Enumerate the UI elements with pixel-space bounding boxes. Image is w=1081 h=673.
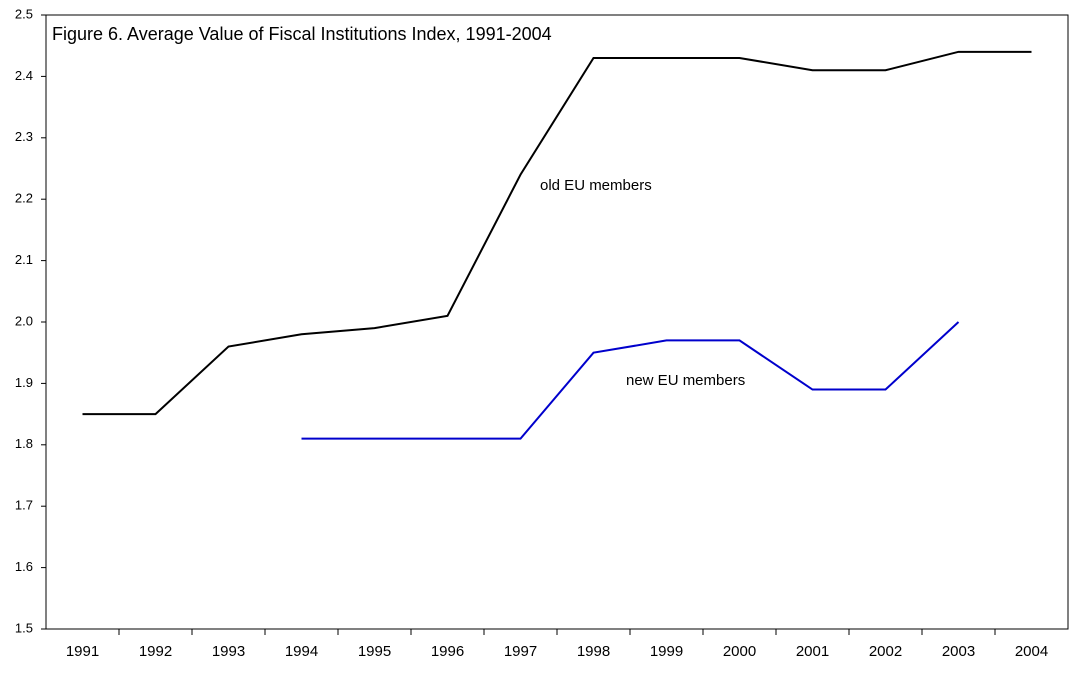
series-line [301, 321, 960, 440]
y-tick-label: 2.0 [15, 313, 33, 328]
y-tick-label: 1.9 [15, 375, 33, 390]
y-tick-label: 2.5 [15, 6, 33, 21]
y-tick-label: 2.2 [15, 191, 33, 206]
series-line [82, 50, 1032, 416]
y-tick-label: 2.3 [15, 129, 33, 144]
y-tick-label: 1.8 [15, 436, 33, 451]
series-label: old EU members [540, 177, 652, 194]
x-tick-label: 1999 [650, 643, 683, 660]
x-tick-label: 1996 [431, 643, 464, 660]
x-tick-label: 2003 [942, 643, 975, 660]
y-tick-label: 1.6 [15, 559, 33, 574]
y-tick-label: 2.1 [15, 252, 33, 267]
y-tick-label: 1.7 [15, 498, 33, 513]
x-tick-label: 2001 [796, 643, 829, 660]
y-tick-label: 2.4 [15, 68, 33, 83]
x-tick-label: 2000 [723, 643, 756, 660]
x-tick-label: 1993 [212, 643, 245, 660]
x-tick-label: 1998 [577, 643, 610, 660]
series-label: new EU members [626, 372, 745, 389]
x-tick-label: 1994 [285, 643, 318, 660]
x-tick-label: 2002 [869, 643, 902, 660]
y-tick-label: 1.5 [15, 620, 33, 635]
plot-frame [45, 14, 1069, 630]
x-tick-label: 1997 [504, 643, 537, 660]
x-tick-label: 1995 [358, 643, 391, 660]
x-tick-label: 1992 [139, 643, 172, 660]
chart-title: Figure 6. Average Value of Fiscal Instit… [52, 24, 552, 44]
x-tick-label: 2004 [1015, 643, 1048, 660]
x-tick-label: 1991 [66, 643, 99, 660]
